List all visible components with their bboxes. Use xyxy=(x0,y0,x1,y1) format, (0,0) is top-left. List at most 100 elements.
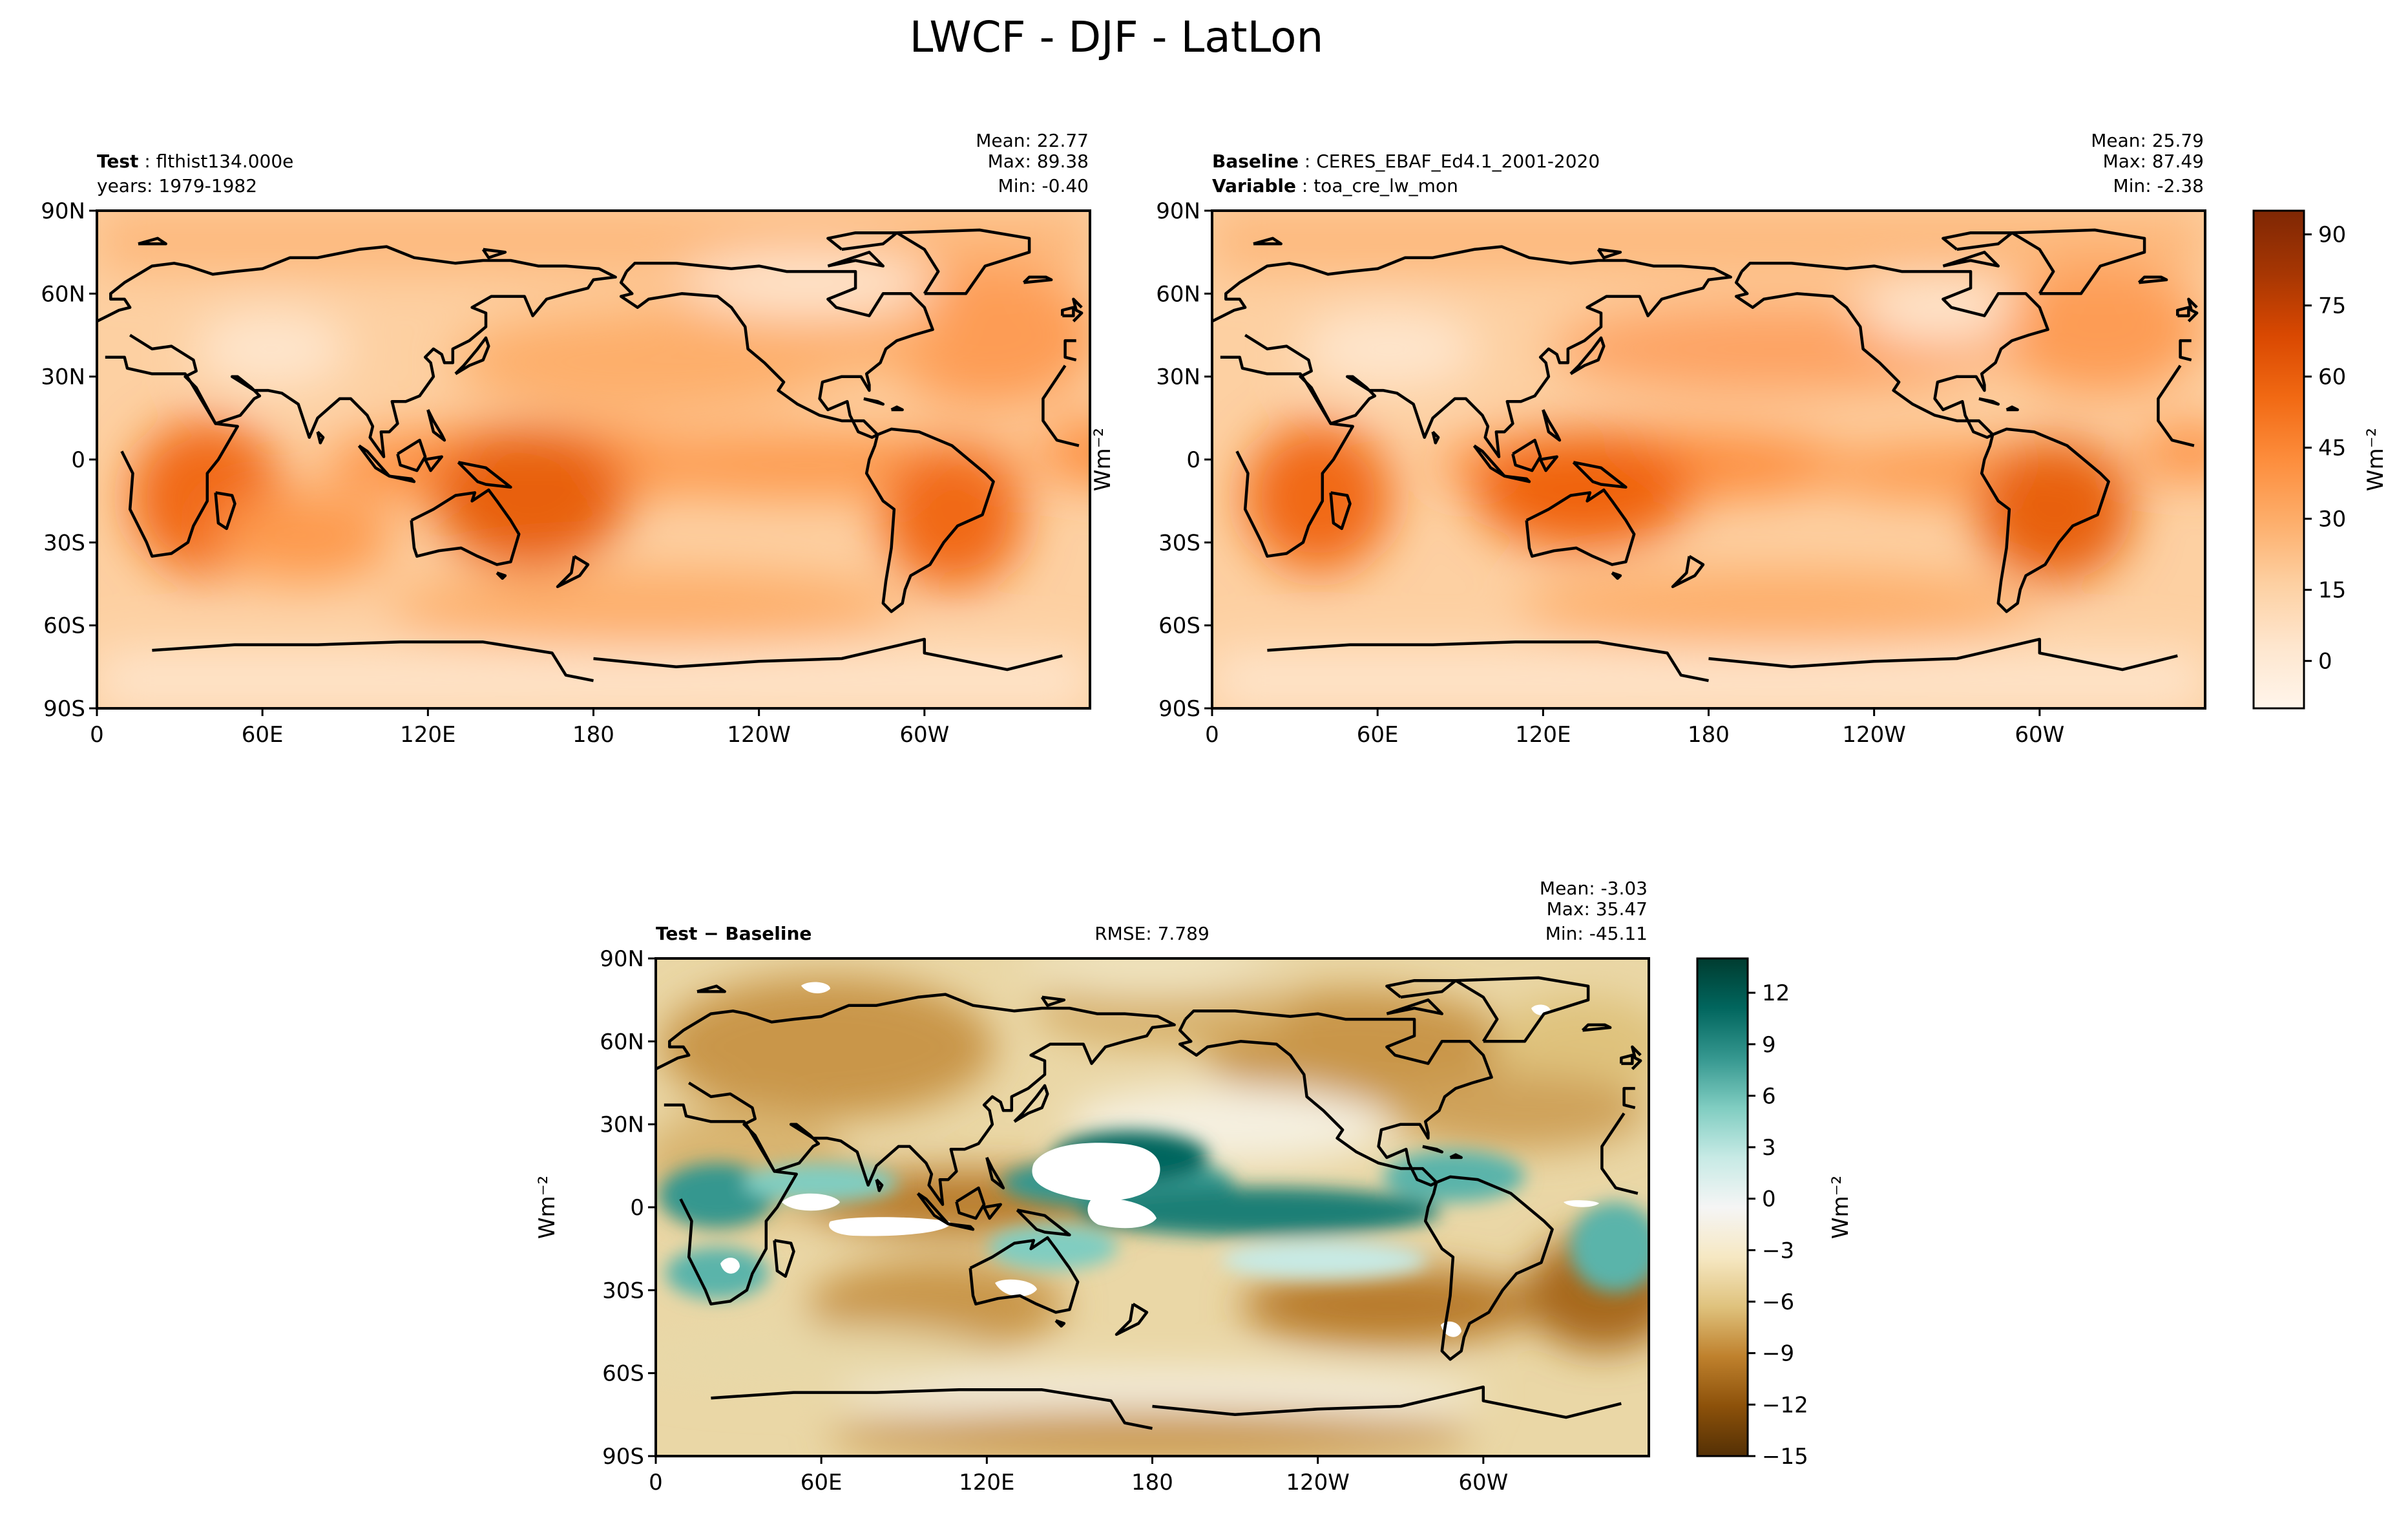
y-tick-label: 30N xyxy=(600,1112,644,1138)
svg-text:Variable : toa_cre_lw_mon: Variable : toa_cre_lw_mon xyxy=(1212,175,1458,196)
coastline-2 xyxy=(773,1239,795,1278)
colorbar-tick-label: 15 xyxy=(2318,578,2346,604)
coastline-9 xyxy=(985,1156,1005,1190)
y-tick-label: 30S xyxy=(1158,530,1200,556)
colorbar-tick-label: 30 xyxy=(2318,507,2346,533)
coastline-26 xyxy=(1267,637,2178,682)
coastline-20 xyxy=(1942,231,2014,251)
coastline-6 xyxy=(955,1186,986,1220)
colorbar-difference-ticks: 12 9 6 3 0 −3 −6 −9 −12 −15 xyxy=(1748,980,1808,1470)
y-tick-label: 90S xyxy=(602,1444,644,1470)
y-tick-label: 30N xyxy=(41,365,85,390)
test-ylabel: Wm⁻² xyxy=(1090,428,1116,491)
svg-text:Test : flthist134.000e: Test : flthist134.000e xyxy=(97,151,293,172)
coastline-13 xyxy=(1671,555,1705,589)
coastline-10 xyxy=(1013,1084,1049,1123)
coastline-17 xyxy=(890,405,904,412)
x-tick-label: 60E xyxy=(1357,722,1399,748)
coastline-0 xyxy=(1220,339,2195,558)
coastline-16 xyxy=(1422,1145,1444,1154)
coastline-11 xyxy=(968,1236,1080,1314)
coastline-25 xyxy=(481,248,507,259)
x-tick-label: 60E xyxy=(801,1470,843,1496)
coastline-5 xyxy=(948,1222,975,1231)
figure-title: LWCF - DJF - LatLon xyxy=(910,12,1324,62)
y-tick-label: 90S xyxy=(1158,696,1200,722)
colorbar-tick-label: 45 xyxy=(2318,436,2346,461)
colorbar-tick-label: 12 xyxy=(1762,980,1790,1006)
coastline-14 xyxy=(1734,262,2049,439)
baseline-label-value: CERES_EBAF_Ed4.1_2001-2020 xyxy=(1316,151,1600,172)
y-tick-label: 90N xyxy=(41,198,85,224)
x-tick-label: 120W xyxy=(1842,722,1906,748)
coastline-15 xyxy=(1423,1175,1554,1361)
coastline-0 xyxy=(664,1086,1638,1305)
coastline-15 xyxy=(1980,427,2110,613)
panel-test: 0 60E 120E 180 120W 60W 90N 60N 30N 0 30S 60S 90S Me… xyxy=(41,130,1091,748)
y-tick-label: 90N xyxy=(600,946,644,972)
test-min: Min: -0.40 xyxy=(998,175,1089,196)
test-continents xyxy=(97,228,1084,682)
coastline-17 xyxy=(2005,405,2019,412)
coastline-22 xyxy=(1620,1053,1634,1065)
x-tick-label: 120E xyxy=(400,722,455,748)
coastline-9 xyxy=(1542,408,1562,442)
colorbar-tick-label: 9 xyxy=(1762,1032,1776,1058)
y-tick-label: 90N xyxy=(1156,198,1200,224)
y-tick-label: 0 xyxy=(630,1195,644,1221)
coastline-22 xyxy=(2176,306,2190,317)
coastline-8 xyxy=(1572,461,1628,489)
colorbar-tick-label: 60 xyxy=(2318,365,2346,390)
x-tick-label: 60W xyxy=(2015,722,2064,748)
y-tick-label: 0 xyxy=(1186,447,1200,473)
diff-continents xyxy=(656,976,1642,1430)
y-tick-label: 60S xyxy=(602,1361,644,1387)
colorbar-difference-label: Wm⁻² xyxy=(1828,1176,1854,1239)
x-tick-label: 60W xyxy=(899,722,949,748)
test-label-bold: Test xyxy=(97,151,138,172)
coastline-1 xyxy=(656,993,1176,1206)
coastline-25 xyxy=(1040,995,1066,1007)
colorbar-tick-label: 0 xyxy=(1762,1187,1776,1212)
colorbar-difference-fill xyxy=(1696,957,1749,1457)
y-tick-label: 0 xyxy=(71,447,85,473)
coastline-13 xyxy=(556,555,590,589)
y-tick-label: 30S xyxy=(602,1278,644,1304)
coastline-19 xyxy=(827,250,885,268)
coastline-12 xyxy=(1611,571,1622,580)
y-tick-label: 60N xyxy=(1156,281,1200,307)
x-tick-label: 120E xyxy=(959,1470,1014,1496)
panel-diff: 0 60E 120E 180 120W 60W 90N 60N 30N 0 30S 60S 90S Me… xyxy=(534,878,1650,1496)
x-tick-label: 120W xyxy=(727,722,791,748)
coastline-0 xyxy=(105,339,1080,558)
colorbar-tick-label: 3 xyxy=(1762,1135,1776,1161)
test-axis-ticks: 0 60E 120E 180 120W 60W 90N 60N 30N 0 30S 60S 90S xyxy=(41,198,949,748)
baseline-variable-bold: Variable xyxy=(1212,175,1296,196)
x-tick-label: 120E xyxy=(1515,722,1571,748)
coastline-10 xyxy=(1569,336,1606,375)
coastline-3 xyxy=(875,1178,884,1192)
y-tick-label: 30S xyxy=(43,530,85,556)
diff-label-bold: Test − Baseline xyxy=(656,923,811,944)
colorbar-tick-label: 0 xyxy=(2318,649,2332,675)
coastline-5 xyxy=(389,474,416,483)
panel-baseline: 0 60E 120E 180 120W 60W 90N 60N 30N 0 30S 60S 90S Me… xyxy=(1156,130,2206,748)
colorbar-tick-label: −9 xyxy=(1762,1341,1794,1367)
diff-mean: Mean: -3.03 xyxy=(1540,878,1648,899)
colorbar-tick-label: 6 xyxy=(1762,1083,1776,1109)
y-tick-label: 60S xyxy=(43,613,85,639)
x-tick-label: 60E xyxy=(242,722,284,748)
test-mean: Mean: 22.77 xyxy=(976,130,1089,151)
colorbar-absolute-ticks: 0 15 30 45 60 75 90 xyxy=(2304,222,2346,675)
baseline-max: Max: 87.49 xyxy=(2103,151,2204,172)
baseline-mean: Mean: 25.79 xyxy=(2091,130,2204,151)
y-tick-label: 90S xyxy=(43,696,85,722)
coastline-24 xyxy=(696,984,726,993)
coastline-16 xyxy=(863,397,885,406)
coastline-17 xyxy=(1449,1153,1463,1159)
coastline-18 xyxy=(895,228,1031,295)
coastline-15 xyxy=(864,427,995,613)
test-years: years: 1979-1982 xyxy=(97,175,257,196)
coastline-8 xyxy=(1016,1209,1071,1237)
